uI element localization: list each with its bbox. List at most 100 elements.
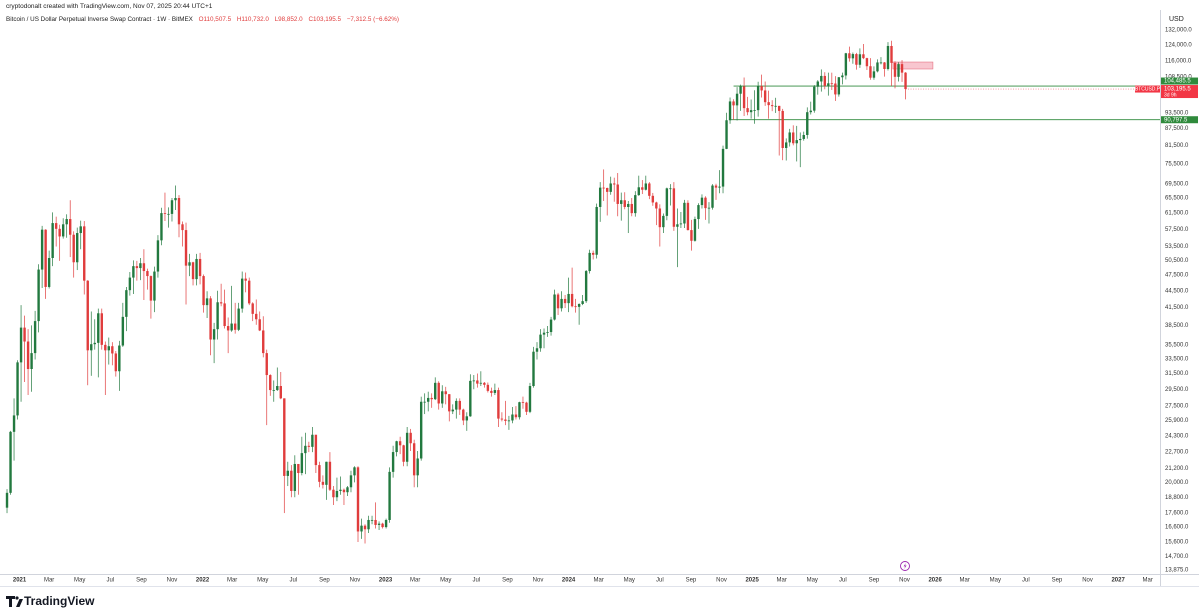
y-tick-label: 124,000.0: [1165, 43, 1192, 49]
x-tick-label: Nov: [1082, 578, 1093, 584]
y-tick-label: 29,500.0: [1165, 387, 1189, 393]
candle-body: [483, 382, 486, 385]
candle-body: [707, 207, 711, 209]
candle-body: [686, 202, 690, 231]
candle-body: [553, 294, 556, 320]
y-tick-label: 50,500.0: [1165, 258, 1189, 264]
candle-body: [567, 293, 570, 304]
x-tick-label: Mar: [44, 578, 54, 584]
candle-body: [799, 138, 802, 141]
candle-body: [542, 332, 546, 335]
candle-body: [841, 75, 844, 78]
candle-body: [802, 134, 805, 139]
candle-body: [792, 132, 795, 144]
candle-body: [574, 306, 577, 308]
y-tick-label: 27,500.0: [1165, 404, 1189, 410]
candle-body: [314, 434, 318, 466]
candle-body: [700, 197, 704, 206]
candle-body: [581, 301, 584, 304]
candle-body: [763, 90, 767, 103]
candle-body: [890, 45, 893, 63]
y-tick-label: 53,500.0: [1165, 244, 1189, 250]
candle-body: [725, 120, 728, 149]
candle-body: [318, 465, 321, 482]
candle-body: [416, 458, 419, 476]
candle-body: [788, 132, 791, 143]
y-tick-label: 65,500.0: [1165, 196, 1189, 202]
candle-body: [704, 197, 707, 209]
candle-body: [683, 202, 686, 224]
candle-body: [121, 316, 125, 346]
candle-body: [570, 293, 574, 307]
candle-body: [30, 353, 33, 369]
candle-body: [104, 344, 107, 351]
candle-body: [247, 280, 251, 304]
candle-body: [300, 453, 304, 474]
candle-body: [251, 303, 254, 314]
candle-body: [230, 323, 233, 331]
candle-body: [679, 223, 683, 225]
candle-body: [240, 278, 244, 309]
y-tick-label: 25,900.0: [1165, 418, 1189, 424]
candle-body: [591, 252, 595, 255]
candle-body: [388, 471, 391, 520]
last-price-label: 103,195.5: [1164, 87, 1191, 93]
candle-body: [353, 467, 356, 476]
candle-body: [297, 463, 300, 474]
x-tick-label: May: [74, 578, 85, 584]
candle-body: [623, 200, 626, 207]
candle-body: [869, 66, 872, 78]
y-tick-label: 69,500.0: [1165, 181, 1189, 187]
x-tick-label: 2026: [928, 578, 942, 584]
brand-logo: [6, 596, 23, 607]
candle-body: [258, 319, 261, 331]
candle-body: [40, 229, 44, 270]
candle-body: [423, 401, 426, 403]
y-tick-label: 24,300.0: [1165, 433, 1189, 439]
ohlc-open: O110,507.5: [198, 16, 232, 23]
candle-body: [304, 445, 307, 454]
ohlc-low: L98,852.0: [274, 16, 303, 23]
candle-body: [72, 234, 75, 263]
candle-body: [711, 185, 714, 208]
y-tick-label: 35,500.0: [1165, 342, 1189, 348]
x-tick-label: May: [990, 578, 1001, 584]
candle-body: [560, 298, 563, 309]
x-tick-label: Nov: [899, 578, 910, 584]
candle-body: [402, 445, 405, 462]
candle-body: [651, 195, 655, 203]
candle-body: [813, 86, 816, 111]
candle-body: [244, 278, 247, 281]
x-tick-label: May: [807, 578, 818, 584]
candle-body: [174, 198, 177, 201]
candle-body: [490, 390, 493, 393]
candle-body: [521, 402, 525, 403]
candle-body: [434, 382, 437, 400]
candle-body: [844, 53, 848, 76]
y-tick-label: 81,500.0: [1165, 143, 1189, 149]
x-tick-label: Mar: [1143, 578, 1153, 584]
candle-body: [753, 110, 756, 111]
candle-body: [602, 187, 605, 189]
candle-body: [774, 105, 777, 107]
x-tick-label: 2027: [1111, 578, 1125, 584]
candle-body: [806, 112, 809, 135]
symbol: Bitcoin / US Dollar Perpetual Inverse Sw…: [6, 16, 193, 23]
y-tick-label: 41,500.0: [1165, 305, 1189, 311]
candle-body: [735, 93, 739, 106]
zone: [892, 61, 934, 70]
candle-body: [226, 326, 230, 331]
candle-body: [412, 443, 416, 476]
candle-body: [349, 475, 353, 488]
candle-body: [546, 332, 549, 333]
y-tick-label: 13,875.0: [1165, 568, 1189, 574]
candle-body: [577, 303, 581, 307]
candle-body: [756, 86, 760, 111]
candle-body: [451, 409, 454, 412]
candle-body: [781, 110, 784, 148]
candle-body: [444, 391, 447, 395]
candle-body: [114, 353, 118, 372]
candle-body: [65, 219, 68, 225]
candle-body: [223, 303, 226, 327]
candle-body: [588, 252, 591, 272]
